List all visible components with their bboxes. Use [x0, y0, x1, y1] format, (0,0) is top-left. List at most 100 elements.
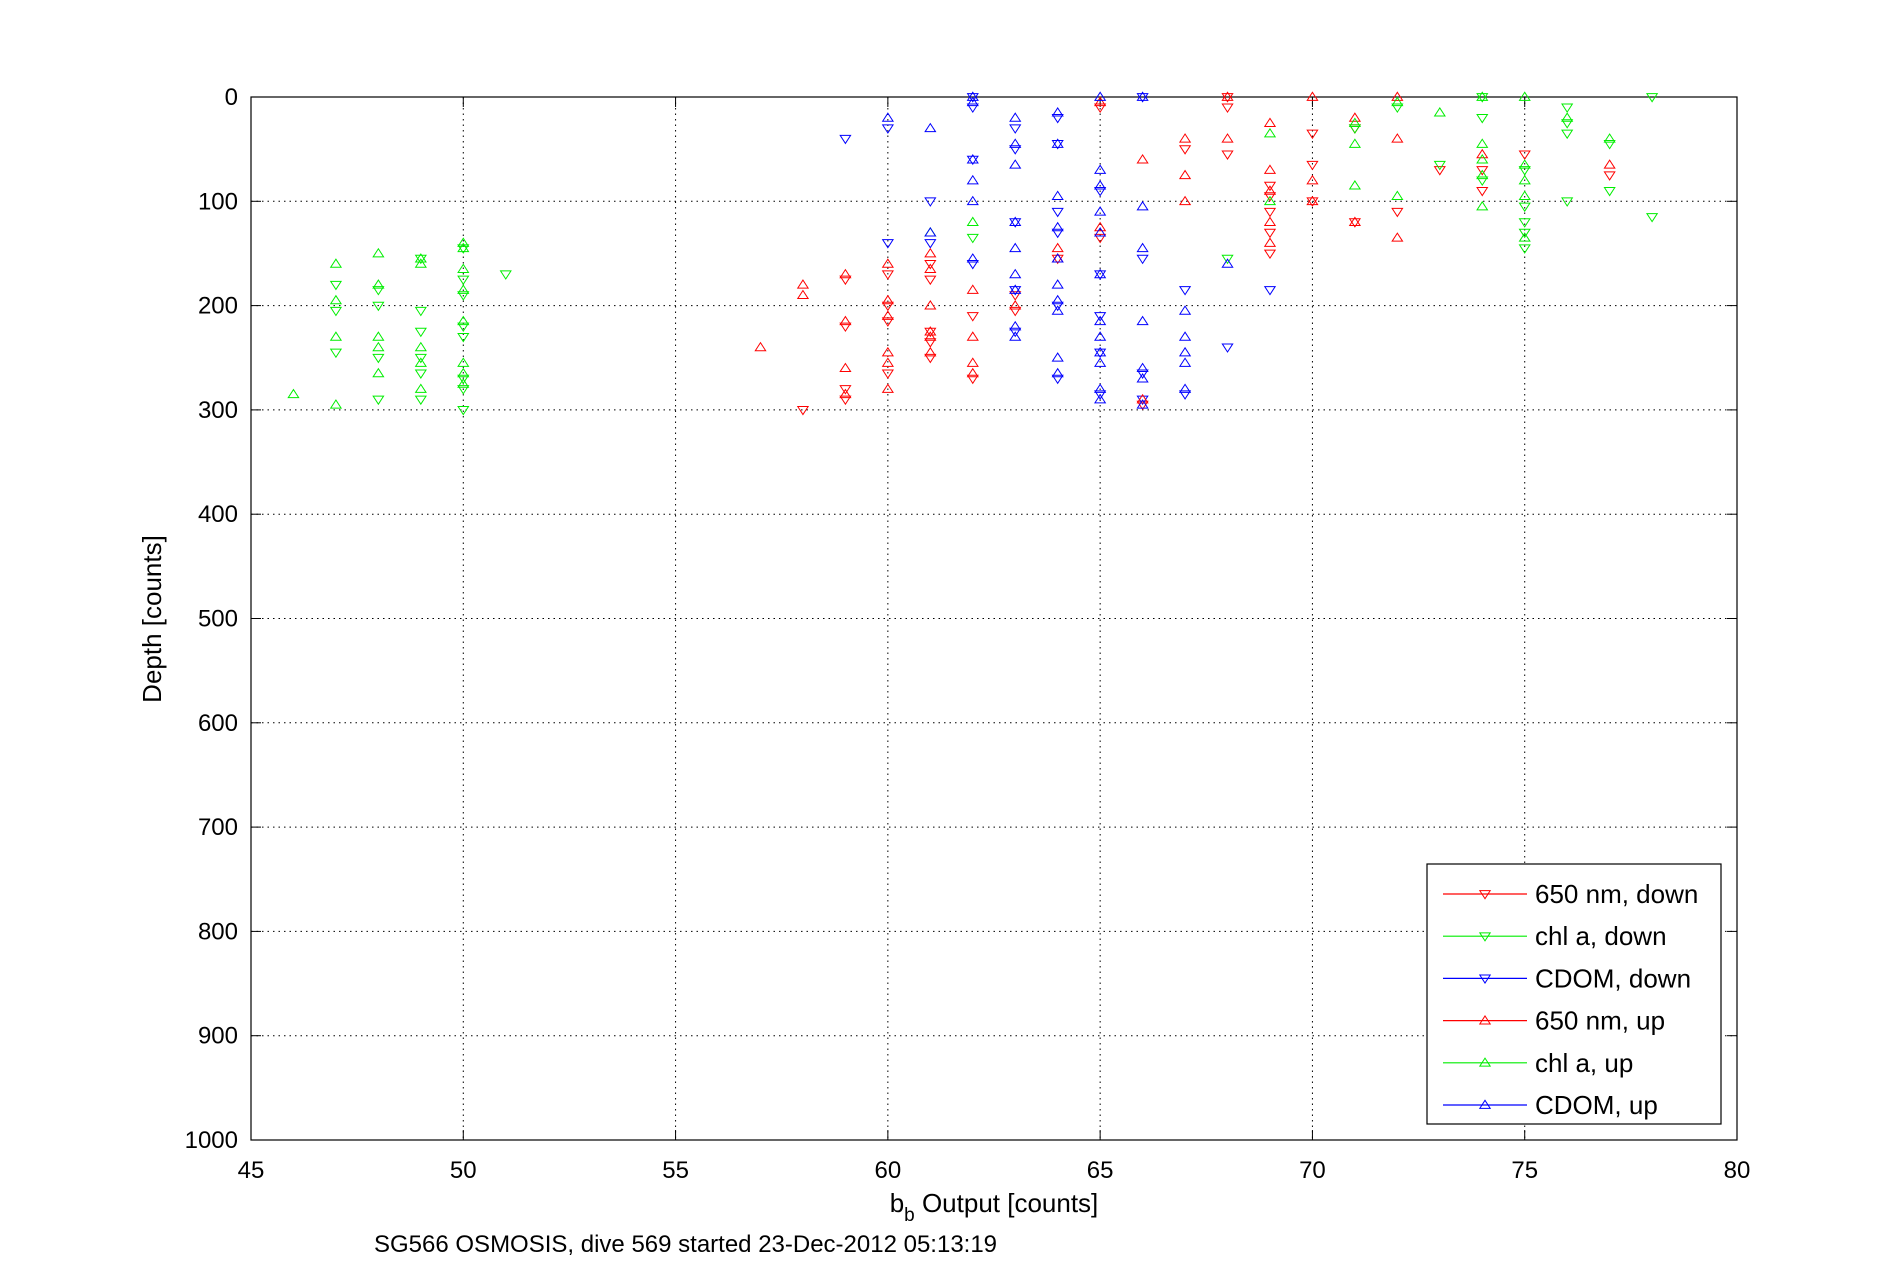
y-axis-label: Depth [counts] [137, 535, 167, 703]
data-point [881, 294, 894, 305]
y-tick-label: 1000 [185, 1127, 238, 1154]
data-point [1009, 138, 1022, 148]
x-tick-label: 55 [662, 1157, 689, 1184]
y-tick-label: 600 [198, 710, 238, 737]
data-point [1094, 186, 1107, 197]
data-point [1221, 258, 1234, 268]
data-point [1178, 390, 1192, 400]
legend-marker [1478, 890, 1492, 900]
data-point [924, 197, 937, 207]
data-point [1009, 159, 1022, 169]
data-point [1518, 190, 1531, 200]
data-point [1051, 254, 1064, 265]
data-point [1476, 166, 1489, 176]
data-point [372, 395, 385, 406]
data-point [1051, 107, 1064, 117]
legend-label: chl a, up [1535, 1048, 1633, 1078]
y-tick-label: 0 [225, 84, 238, 111]
data-point [414, 383, 427, 393]
data-point [1009, 306, 1022, 317]
data-point [1263, 117, 1277, 127]
data-point [1433, 166, 1446, 176]
data-point [372, 341, 385, 352]
data-point [839, 134, 852, 145]
data-point [881, 383, 894, 393]
y-tick-label: 400 [198, 501, 238, 528]
data-point [1476, 176, 1489, 187]
data-point [372, 279, 385, 289]
data-point [1009, 218, 1022, 228]
caption: SG566 OSMOSIS, dive 569 started 23-Dec-2… [374, 1231, 997, 1258]
data-point [457, 244, 470, 254]
data-point [924, 263, 937, 273]
legend: 650 nm, down chl a, down CDOM, down 650 nm,… [1426, 863, 1722, 1125]
data-point [881, 124, 894, 134]
data-point [966, 155, 979, 166]
data-point [839, 322, 852, 333]
data-point [839, 395, 852, 406]
data-point [966, 357, 979, 367]
data-point [1518, 166, 1531, 176]
data-point [1136, 395, 1149, 406]
data-point [1221, 150, 1234, 160]
legend-marker [1478, 1014, 1492, 1025]
data-markers [287, 91, 1659, 416]
data-point [1263, 195, 1277, 206]
data-point [1051, 279, 1064, 289]
data-point [966, 253, 979, 263]
data-point [1136, 91, 1149, 101]
data-point [457, 291, 470, 301]
data-point [1094, 390, 1107, 400]
data-point [414, 395, 427, 406]
data-point [1136, 400, 1149, 411]
data-point [1561, 129, 1574, 140]
data-point [1391, 133, 1404, 143]
data-point [924, 327, 937, 338]
data-point [924, 226, 937, 237]
data-point [1263, 181, 1277, 192]
x-tick-label: 50 [450, 1157, 477, 1184]
data-point [1518, 159, 1531, 169]
y-tick-label: 900 [198, 1023, 238, 1050]
data-point [1476, 91, 1489, 101]
data-point [1178, 346, 1192, 357]
data-point [924, 346, 937, 357]
legend-label: CDOM, down [1535, 963, 1691, 993]
data-point [1136, 153, 1149, 164]
data-point [1348, 218, 1362, 228]
y-tick-label: 200 [198, 293, 238, 320]
data-point [457, 284, 470, 294]
data-point [1136, 393, 1149, 404]
x-tick-label: 45 [238, 1157, 265, 1184]
data-point [1051, 374, 1064, 385]
legend-marker [1478, 1099, 1492, 1109]
x-tick-label: 75 [1511, 1157, 1538, 1184]
data-point [1094, 221, 1107, 232]
data-point [1476, 200, 1489, 211]
data-point [1009, 145, 1022, 155]
data-point [414, 253, 427, 263]
data-point [1561, 119, 1574, 129]
data-point [1221, 91, 1234, 101]
data-point [1051, 367, 1064, 378]
data-point [1263, 164, 1277, 174]
data-point [966, 331, 979, 341]
data-point [966, 233, 979, 244]
data-point [414, 254, 427, 265]
data-point [1603, 186, 1616, 197]
data-point [329, 331, 343, 341]
data-point [457, 275, 470, 286]
data-point [1009, 216, 1022, 227]
data-point [1348, 124, 1362, 134]
data-point [1306, 91, 1319, 101]
data-point [1009, 268, 1022, 279]
x-tick-label: 70 [1299, 1157, 1326, 1184]
data-point [372, 353, 385, 364]
data-point [457, 374, 470, 385]
data-point [1094, 103, 1107, 114]
data-point [881, 357, 894, 367]
y-tick-label: 300 [198, 397, 238, 424]
data-point [1094, 233, 1107, 244]
data-point [414, 341, 427, 352]
